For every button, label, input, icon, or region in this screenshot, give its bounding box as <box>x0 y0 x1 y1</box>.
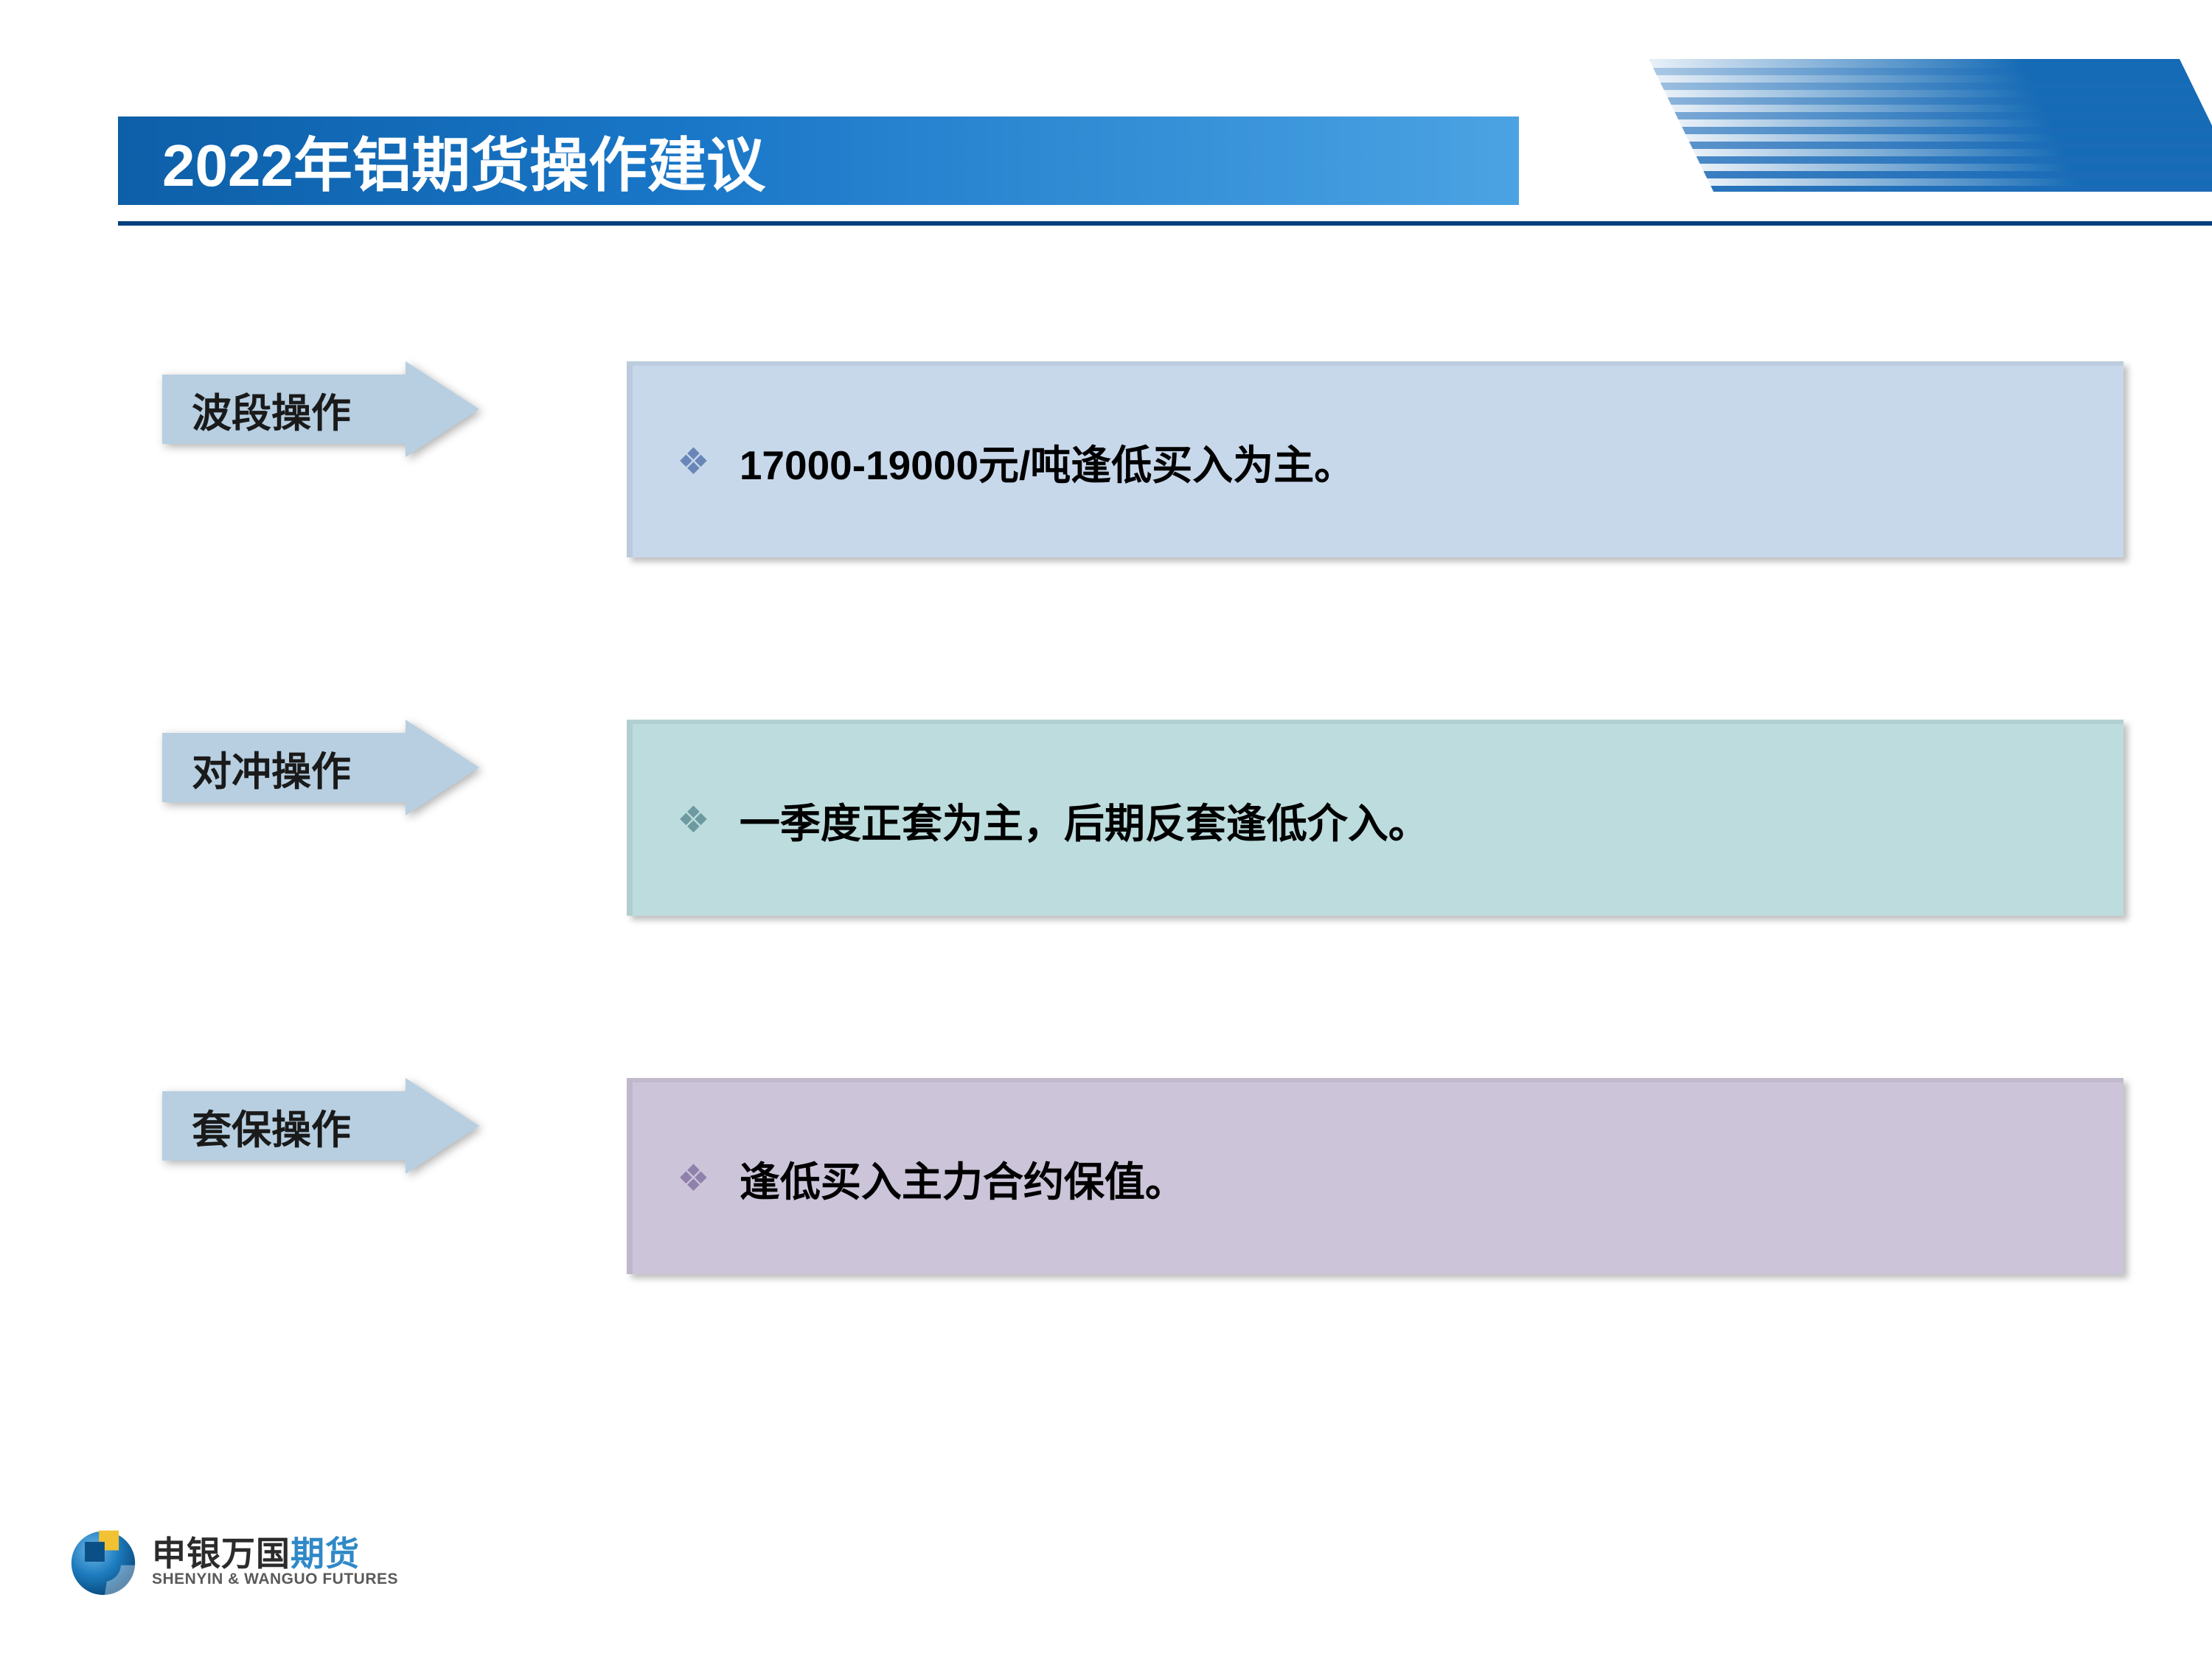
content-row: 波段操作 ❖ 17000-19000元/吨逢低买入为主。 <box>162 361 2124 557</box>
content: 波段操作 ❖ 17000-19000元/吨逢低买入为主。 对冲操作 ❖ 一季度正… <box>162 361 2124 1436</box>
content-box: ❖ 17000-19000元/吨逢低买入为主。 <box>627 361 2124 557</box>
content-text: 一季度正套为主，后期反套逢低介入。 <box>740 790 1429 849</box>
arrow-label: 波段操作 <box>162 361 479 457</box>
content-text: 逢低买入主力合约保值。 <box>740 1149 1186 1208</box>
logo-text: 申银万国期货 SHENYIN & WANGUO FUTURES <box>152 1536 398 1587</box>
diamond-bullet-icon: ❖ <box>677 801 710 838</box>
title-bar: 2022年铝期货操作建议 <box>118 116 1519 205</box>
page-title: 2022年铝期货操作建议 <box>162 118 765 204</box>
header-underline <box>118 221 2212 226</box>
content-text: 17000-19000元/吨逢低买入为主。 <box>740 432 1354 491</box>
logo-cn-dark: 申银万国 <box>152 1536 291 1571</box>
diamond-bullet-icon: ❖ <box>677 443 710 480</box>
header: 2022年铝期货操作建议 <box>118 96 2212 225</box>
content-box: ❖ 逢低买入主力合约保值。 <box>627 1078 2124 1274</box>
arrow-label: 套保操作 <box>162 1078 479 1174</box>
diamond-bullet-icon: ❖ <box>677 1160 710 1197</box>
arrow-label: 对冲操作 <box>162 720 479 815</box>
footer-logo: 申银万国期货 SHENYIN & WANGUO FUTURES <box>68 1526 398 1597</box>
arrow-text: 套保操作 <box>162 1078 479 1174</box>
logo-en: SHENYIN & WANGUO FUTURES <box>152 1571 398 1587</box>
logo-cn-blue: 期货 <box>291 1536 360 1571</box>
content-row: 对冲操作 ❖ 一季度正套为主，后期反套逢低介入。 <box>162 720 2124 916</box>
content-row: 套保操作 ❖ 逢低买入主力合约保值。 <box>162 1078 2124 1274</box>
content-box: ❖ 一季度正套为主，后期反套逢低介入。 <box>627 720 2124 916</box>
header-decor <box>1649 59 2212 192</box>
arrow-text: 对冲操作 <box>162 720 479 815</box>
logo-icon <box>68 1526 139 1597</box>
arrow-text: 波段操作 <box>162 361 479 457</box>
